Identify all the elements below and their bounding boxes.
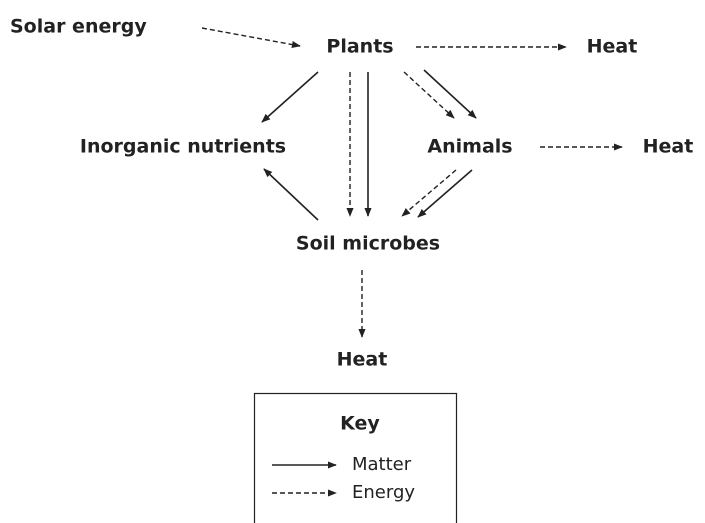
- matter-arrow: [263, 168, 319, 221]
- node-label: Inorganic nutrients: [80, 136, 286, 158]
- node-label: Soil microbes: [296, 233, 440, 255]
- node-label: Heat: [337, 349, 388, 371]
- energy-arrow: [401, 169, 457, 217]
- key-label: Matter: [352, 454, 412, 475]
- matter-arrow: [423, 69, 477, 119]
- key-box: [253, 392, 458, 523]
- key-title: Key: [340, 413, 380, 435]
- node-label: Plants: [326, 36, 393, 58]
- key-label: Energy: [352, 482, 415, 503]
- matter-arrow: [417, 169, 473, 218]
- matter-arrow: [261, 71, 319, 123]
- node-label: Animals: [427, 136, 512, 158]
- node-label: Solar energy: [10, 16, 147, 38]
- energy-arrow: [403, 71, 455, 119]
- node-label: Heat: [643, 136, 694, 158]
- energy-arrow: [201, 27, 301, 49]
- node-label: Heat: [587, 36, 638, 58]
